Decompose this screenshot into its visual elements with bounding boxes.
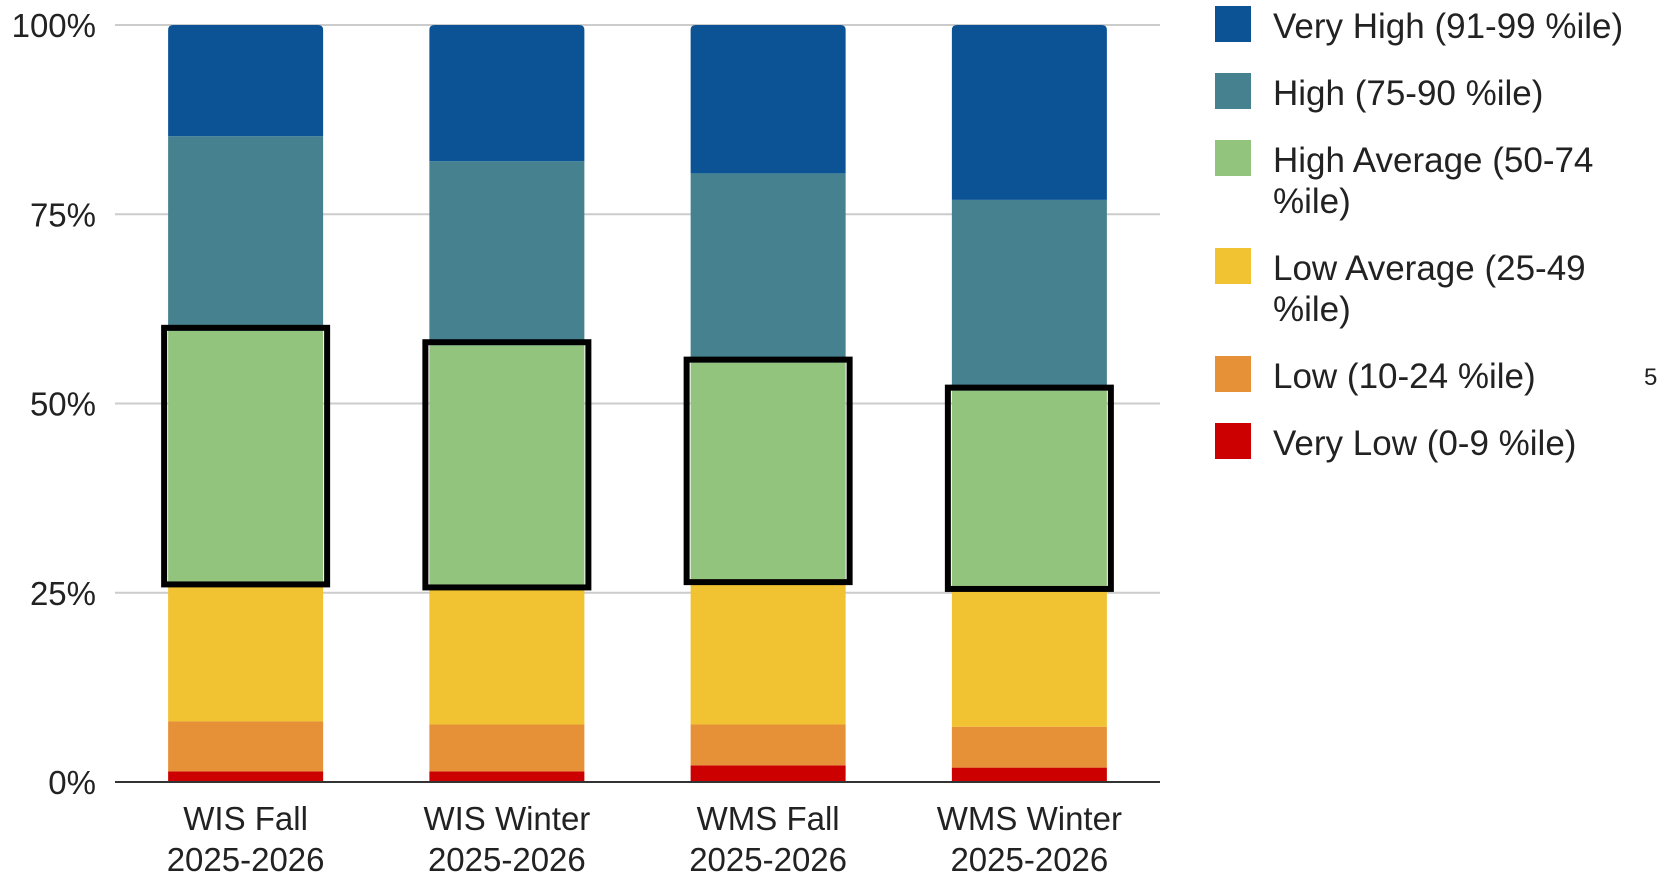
highlight-outline [161, 324, 331, 588]
legend-swatch [1215, 356, 1251, 392]
bar-segment [951, 726, 1107, 768]
x-tick-label: WMS Winter 2025-2026 [937, 800, 1122, 874]
legend-swatch [1215, 6, 1251, 42]
legend-swatch [1215, 423, 1251, 459]
bar-segment [690, 579, 846, 725]
edge-label: 5 [1644, 364, 1657, 391]
bar-segment [429, 584, 585, 725]
y-tick-label: 25% [30, 575, 96, 612]
legend-swatch [1215, 248, 1251, 284]
bar-segment [951, 585, 1107, 727]
bar-segment [429, 161, 585, 346]
y-axis: 0% 25% 50% 75% 100% [12, 7, 96, 801]
bar-segment [429, 345, 585, 585]
legend-item: Low Average (25-49 %ile) [1215, 248, 1635, 330]
bar-segment [951, 25, 1107, 200]
bar-segment [429, 724, 585, 772]
y-tick-label: 75% [30, 196, 96, 233]
x-axis: WIS Fall 2025-2026 WIS Winter 2025-2026 WMS … [115, 781, 1160, 874]
x-tick-label: WIS Fall 2025-2026 [167, 800, 325, 874]
bar-segment [690, 765, 846, 782]
bar-segment [168, 330, 324, 582]
legend-swatch [1215, 73, 1251, 109]
legend-item: High (75-90 %ile) [1215, 73, 1635, 114]
bar-segment [951, 767, 1107, 782]
x-tick-label: WIS Winter 2025-2026 [423, 800, 590, 874]
bar-segment [429, 771, 585, 782]
legend-label: Very Low (0-9 %ile) [1273, 424, 1577, 463]
bar-segment [168, 136, 324, 331]
legend-item: Very Low (0-9 %ile) [1215, 423, 1635, 464]
bar-segment [168, 721, 324, 772]
bar-segment [168, 581, 324, 722]
bar-segment [168, 771, 324, 782]
bars [168, 25, 1107, 782]
legend-item: Very High (91-99 %ile) [1215, 6, 1635, 47]
highlight-outline [944, 384, 1114, 592]
highlight-outline [683, 356, 853, 586]
legend-label: High Average (50-74 %ile) [1273, 141, 1594, 221]
y-tick-label: 0% [48, 764, 96, 801]
bar-segment [690, 173, 846, 363]
y-tick-label: 50% [30, 386, 96, 423]
bar-segment [690, 362, 846, 580]
legend-label: Low Average (25-49 %ile) [1273, 249, 1586, 329]
legend-label: High (75-90 %ile) [1273, 74, 1544, 113]
bar-segment [429, 25, 585, 162]
legend-label: Low (10-24 %ile) [1273, 357, 1536, 396]
legend-swatch [1215, 140, 1251, 176]
highlight-outline [422, 339, 592, 591]
x-tick-label: WMS Fall 2025-2026 [689, 800, 847, 874]
highlight-outlines [161, 324, 1114, 592]
bar-segment [690, 25, 846, 174]
bar-segment [168, 25, 324, 137]
y-tick-label: 100% [12, 7, 96, 44]
bar-segment [690, 724, 846, 766]
legend-item: High Average (50-74 %ile) [1215, 140, 1635, 222]
bar-segment [951, 390, 1107, 586]
legend-label: Very High (91-99 %ile) [1273, 7, 1624, 46]
legend: Very High (91-99 %ile) High (75-90 %ile) H… [1215, 6, 1635, 490]
legend-item: Low (10-24 %ile) [1215, 356, 1635, 397]
bar-segment [951, 199, 1107, 391]
